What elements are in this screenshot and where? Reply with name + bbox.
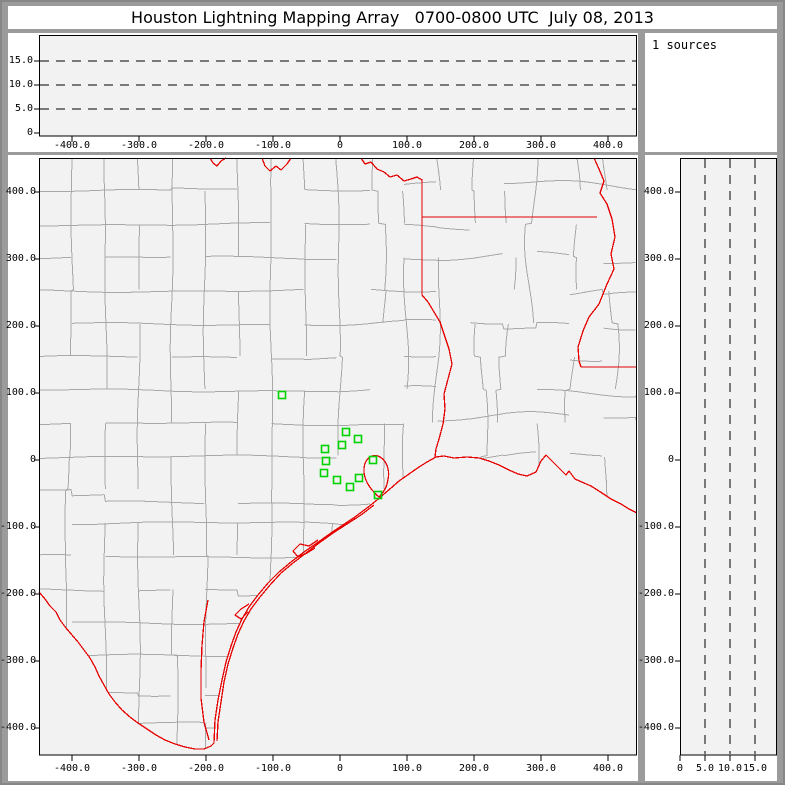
tick-label: -400.0 (53, 140, 91, 151)
matagorda-bay (292, 539, 319, 558)
tick-label: 5.0 (695, 763, 715, 774)
tick-label: -400.0 (637, 722, 674, 733)
mississippi-river (577, 157, 616, 368)
galveston-bay (363, 454, 390, 498)
tick-label: 300.0 (525, 140, 557, 151)
lma-station-marker (353, 434, 363, 444)
corpus-bay (234, 603, 250, 620)
tick-label: 400.0 (592, 763, 624, 774)
lma-station-marker (354, 473, 364, 483)
lma-station-marker (341, 427, 351, 437)
tick-label: 300.0 (5, 253, 36, 264)
tick-label: 200.0 (458, 763, 490, 774)
tick-label: 0 (676, 763, 684, 774)
tick-label: 0 (26, 127, 33, 138)
tick-label: -100.0 (0, 521, 37, 532)
tick-label: -200.0 (187, 763, 225, 774)
lma-station-marker (368, 455, 378, 465)
tick-label: -300.0 (120, 763, 158, 774)
tick-label: 300.0 (525, 763, 557, 774)
tick-label: -400.0 (0, 722, 37, 733)
gulf-coast (213, 454, 638, 744)
tick-label: 5.0 (14, 103, 33, 114)
tick-label: 400.0 (643, 186, 674, 197)
tick-label: -100.0 (637, 521, 674, 532)
tick-label: 400.0 (592, 140, 624, 151)
tick-label: -100.0 (254, 763, 292, 774)
barrier-islands (216, 504, 375, 742)
lma-station-marker (373, 490, 383, 500)
lma-station-marker (337, 440, 347, 450)
tick-label: 100.0 (391, 763, 423, 774)
lma-station-marker (332, 475, 342, 485)
tick-label: 100.0 (643, 387, 674, 398)
tick-label: 0 (336, 140, 344, 151)
lma-station-marker (277, 390, 287, 400)
page-title: Houston Lightning Mapping Array 0700-080… (131, 8, 654, 27)
tick-label: -200.0 (637, 588, 674, 599)
tick-label: 10.0 (8, 79, 33, 90)
tick-label: 15.0 (8, 55, 33, 66)
tick-label: 0 (336, 763, 344, 774)
tick-label: 200.0 (458, 140, 490, 151)
tick-label: 300.0 (643, 253, 674, 264)
lma-station-marker (320, 444, 330, 454)
tick-label: -300.0 (637, 655, 674, 666)
altitude-ns-plot[interactable] (645, 155, 777, 781)
altitude-ew-plot[interactable] (8, 33, 638, 152)
sources-count-panel (645, 33, 777, 152)
tick-label: 0 (29, 454, 36, 465)
tick-label: 100.0 (5, 387, 36, 398)
laguna-madre (200, 599, 210, 741)
rio-grande (38, 591, 215, 750)
title-bar: Houston Lightning Mapping Array 0700-080… (8, 6, 777, 29)
lma-station-marker (345, 482, 355, 492)
tick-label: -300.0 (120, 140, 158, 151)
tick-label: 0 (667, 454, 674, 465)
tick-label: -400.0 (53, 763, 91, 774)
sources-count-label: 1 sources (652, 38, 718, 52)
tick-label: -100.0 (254, 140, 292, 151)
tick-label: -300.0 (0, 655, 37, 666)
tick-label: 200.0 (643, 320, 674, 331)
tick-label: 15.0 (742, 763, 768, 774)
tick-label: 100.0 (391, 140, 423, 151)
tick-label: -200.0 (187, 140, 225, 151)
plan-view-map-plot[interactable] (8, 155, 638, 781)
tick-label: -200.0 (0, 588, 37, 599)
tick-label: 10.0 (717, 763, 743, 774)
lma-station-marker (321, 456, 331, 466)
sabine-river (421, 294, 453, 458)
tick-label: 200.0 (5, 320, 36, 331)
tick-label: 400.0 (5, 186, 36, 197)
lma-station-marker (319, 468, 329, 478)
red-river (209, 157, 423, 182)
